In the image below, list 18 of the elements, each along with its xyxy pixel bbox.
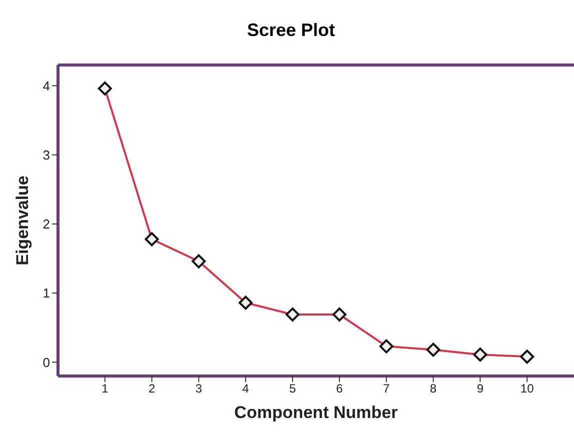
x-axis-title: Component Number [234, 403, 398, 422]
x-tick-label: 5 [289, 382, 296, 396]
x-tick-label: 4 [242, 382, 250, 396]
x-tick-label: 1 [102, 382, 109, 396]
y-tick-label: 0 [42, 354, 50, 370]
x-tick-label: 2 [148, 382, 156, 396]
y-tick-label: 3 [42, 147, 50, 162]
x-tick-label: 6 [336, 382, 344, 396]
y-tick-label: 4 [42, 78, 50, 94]
chart-title: Scree Plot [246, 20, 336, 41]
y-axis-title: Eigenvalue [13, 176, 32, 266]
y-tick-label: 2 [42, 216, 50, 232]
x-tick-label: 3 [195, 382, 202, 396]
x-tick-label: 7 [383, 382, 390, 396]
x-tick-label: 8 [430, 382, 437, 396]
x-tick-label: 10 [520, 382, 534, 396]
x-tick-label: 9 [476, 382, 484, 396]
y-tick-label: 1 [42, 286, 50, 301]
